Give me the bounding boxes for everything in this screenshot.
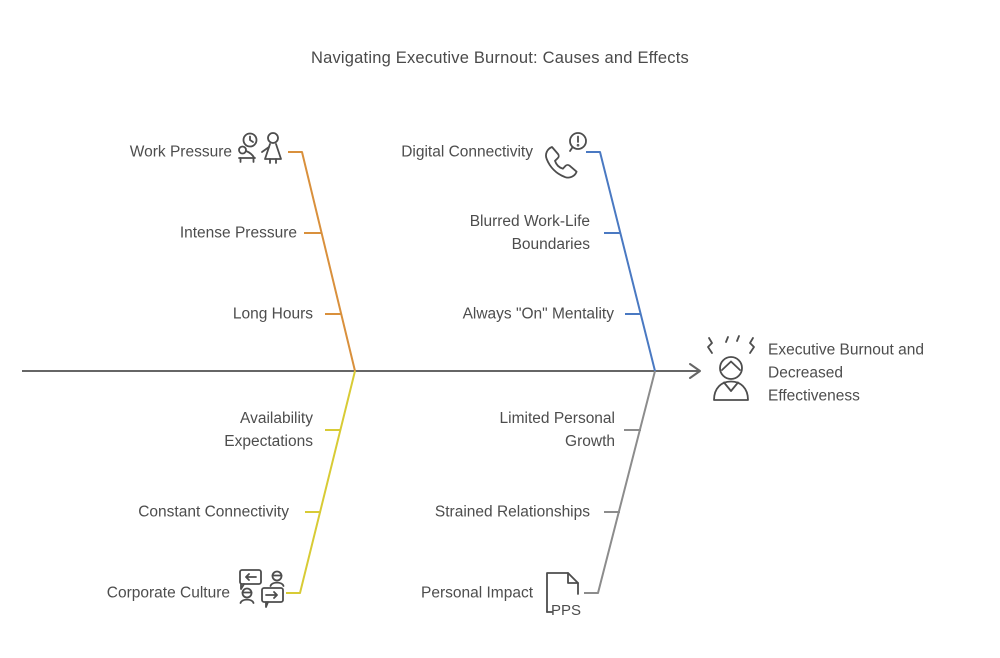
category-label-work-pressure: Work Pressure (129, 143, 232, 161)
cause-label-long-hours: Long Hours (232, 305, 313, 323)
pps-document-icon: PPS (546, 572, 581, 619)
cause-label-intense-pressure: Intense Pressure (179, 224, 297, 242)
effect-label: Executive Burnout and Decreased Effectiv… (768, 341, 924, 405)
branch-corporate-culture (286, 370, 356, 594)
category-label-personal-impact: Personal Impact (421, 584, 533, 602)
stressed-person-icon (707, 335, 755, 401)
category-label-digital-connectivity: Digital Connectivity (401, 143, 533, 161)
overworked-person-clock-icon (238, 132, 282, 164)
branch-line-corporate-culture (286, 370, 356, 594)
cause-label-constant-connectivity: Constant Connectivity (138, 503, 289, 521)
branch-line-personal-impact (584, 370, 656, 594)
branch-digital-connectivity (586, 151, 656, 372)
cause-label-blurred-boundaries: Blurred Work-Life Boundaries (469, 213, 590, 253)
branch-line-work-pressure (288, 151, 356, 372)
diagram-title: Navigating Executive Burnout: Causes and… (310, 49, 689, 67)
cause-label-limited-growth: Limited Personal Growth (499, 410, 615, 450)
document-label: PPS (551, 602, 581, 619)
branch-work-pressure (288, 151, 356, 372)
phone-alert-icon (545, 132, 587, 179)
cause-label-strained-relationships: Strained Relationships (434, 503, 590, 521)
category-label-corporate-culture: Corporate Culture (106, 584, 230, 602)
cause-label-availability-expectations: Availability Expectations (224, 410, 313, 450)
arrowhead-icon (689, 363, 701, 379)
branch-line-digital-connectivity (586, 151, 656, 372)
branch-personal-impact (584, 370, 656, 594)
spine-arrow (22, 363, 701, 379)
cause-label-always-on: Always "On" Mentality (462, 305, 614, 323)
people-conversation-icon (239, 569, 285, 608)
